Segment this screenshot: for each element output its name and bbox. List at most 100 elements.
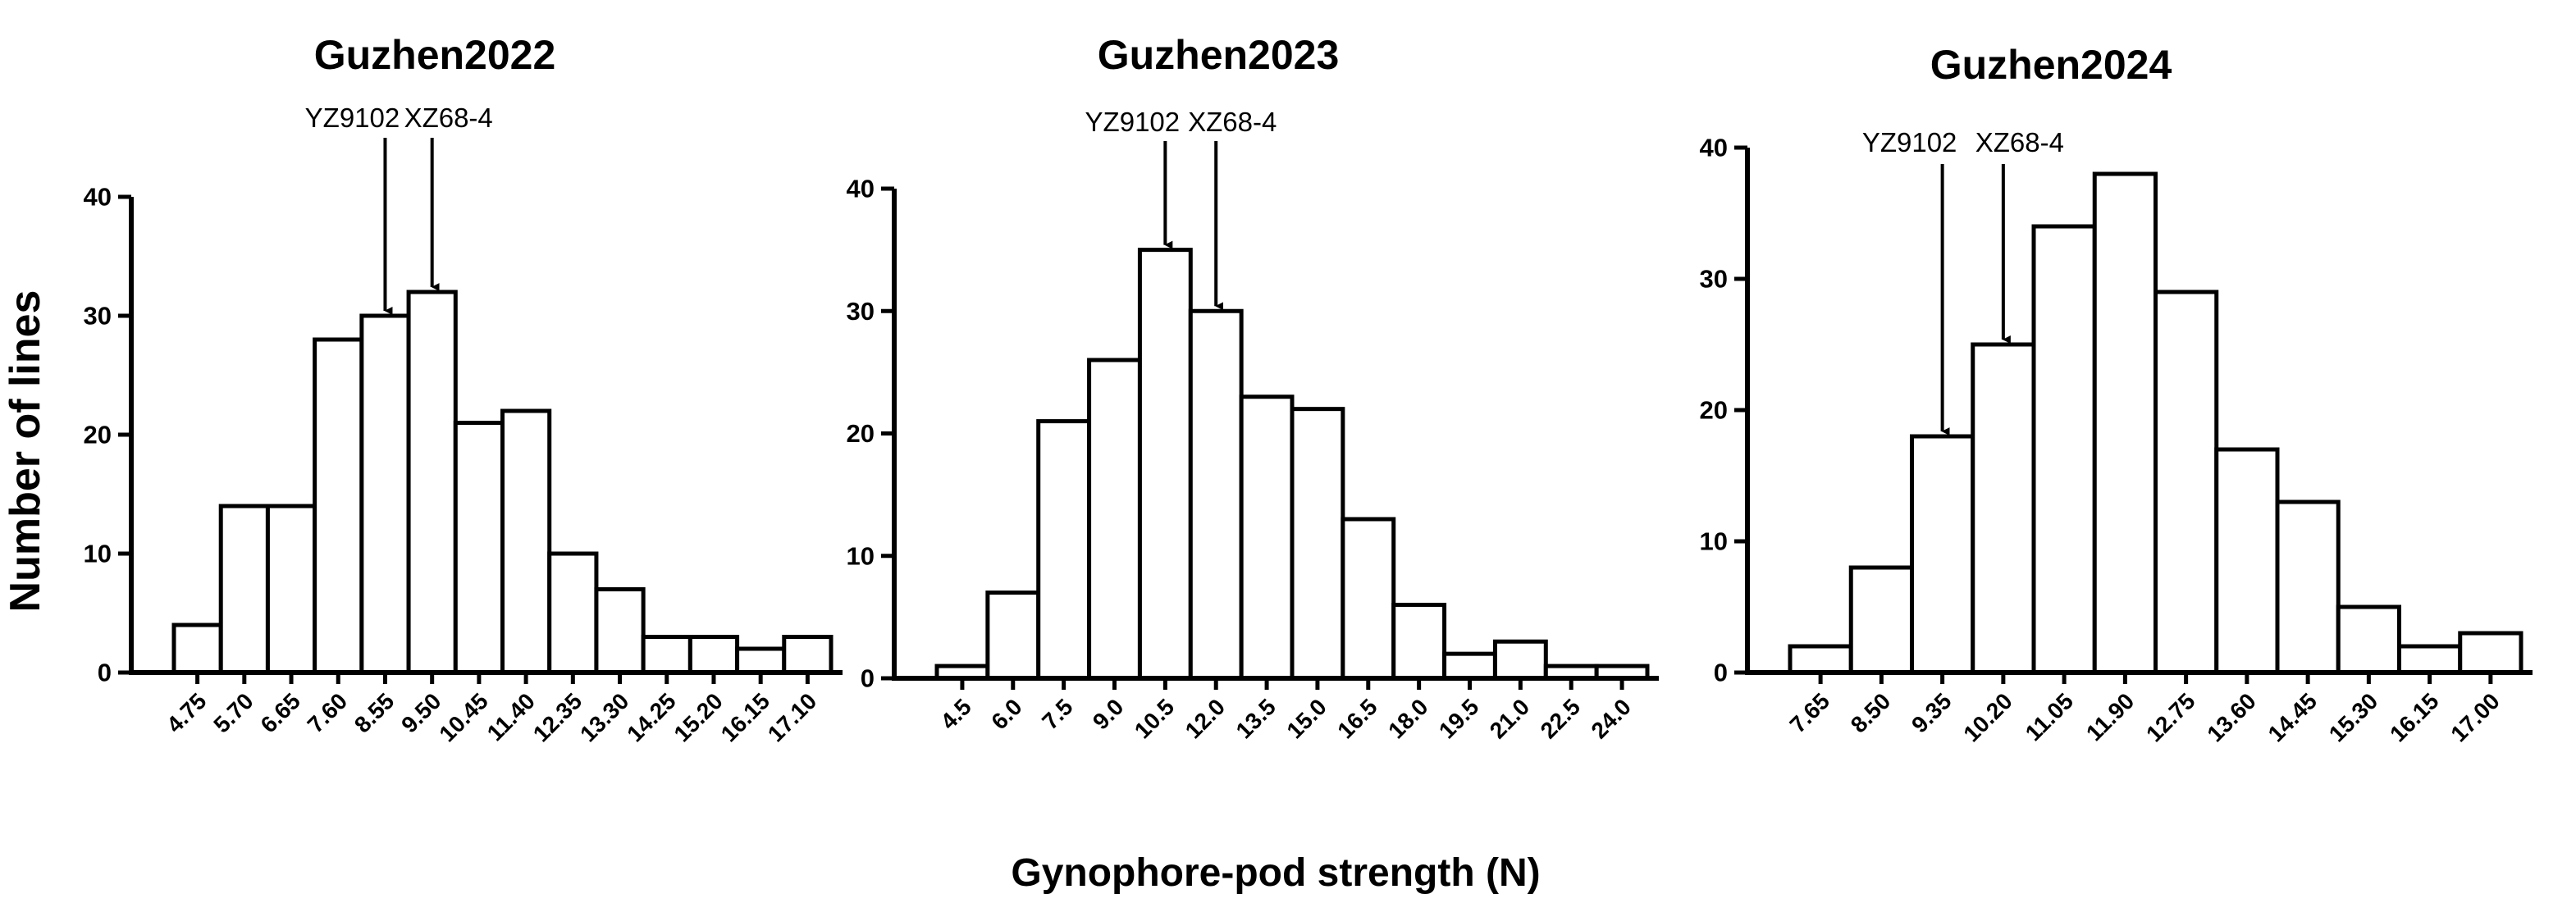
annotation-label: XZ68-4	[404, 103, 493, 133]
y-tick-label: 10	[84, 540, 112, 568]
bar	[1971, 342, 2036, 675]
bar	[2275, 499, 2341, 675]
x-tick-label: 19.5	[1434, 694, 1483, 743]
y-axis-label: Number of lines	[2, 290, 49, 613]
x-tick-label: 22.5	[1536, 694, 1585, 743]
panel-3: Guzhen2024 0 10 20 30 40 7.65 8.50 9.35 10.20 11.0…	[1700, 42, 2533, 747]
bar	[406, 290, 458, 675]
x-tick-label: 12.0	[1181, 694, 1230, 743]
y-tick-label: 40	[847, 175, 875, 203]
bar	[985, 591, 1041, 681]
x-tick-label: 5.70	[208, 688, 258, 737]
y-tick-label: 30	[84, 302, 112, 331]
bar	[2031, 224, 2097, 675]
bar	[265, 504, 317, 675]
x-tick-label: 17.00	[2446, 688, 2504, 746]
chart-title: Guzhen2022	[314, 32, 556, 78]
bar	[1391, 602, 1447, 681]
bar	[687, 635, 740, 675]
bar	[1442, 651, 1497, 681]
bar	[2214, 447, 2280, 675]
x-tick-label: 21.0	[1485, 694, 1534, 743]
panel-1: Guzhen20220102030404.755.706.657.608.559…	[84, 32, 843, 747]
x-tick-label: 16.15	[716, 688, 774, 746]
x-tick-label: 17.10	[763, 688, 821, 746]
annotation-label: XZ68-4	[1188, 107, 1277, 137]
y-tick-label: 30	[847, 297, 875, 326]
x-tick-label: 9.35	[1907, 688, 1956, 737]
chart-title: Guzhen2024	[1930, 42, 2172, 88]
x-tick-label: 15.30	[2324, 688, 2382, 746]
bar	[1188, 308, 1244, 681]
x-tick-label: 12.35	[528, 688, 587, 746]
bar	[218, 504, 270, 675]
x-tick-label: 8.55	[349, 688, 399, 737]
annotation-label: YZ9102	[1862, 127, 1957, 157]
annotation-label: YZ9102	[1085, 107, 1181, 137]
x-tick-label: 13.30	[575, 688, 633, 746]
x-tick-label: 13.5	[1231, 694, 1281, 743]
bar	[313, 337, 364, 675]
annotation-label: XZ68-4	[1975, 127, 2064, 157]
bar	[453, 421, 505, 675]
x-tick-label: 7.60	[303, 688, 352, 737]
x-tick-label: 4.5	[935, 694, 975, 734]
y-tick-label: 10	[1700, 527, 1728, 556]
x-tick-label: 6.65	[256, 688, 305, 737]
x-tick-label: 11.40	[482, 688, 540, 746]
x-tick-label: 16.5	[1332, 694, 1382, 743]
bar	[641, 635, 692, 675]
y-tick-label: 10	[847, 541, 875, 570]
bar	[1848, 565, 1914, 675]
annotation-label: YZ9102	[305, 103, 400, 133]
x-tick-label: 16.15	[2385, 688, 2443, 746]
bar	[2154, 290, 2219, 675]
bar	[1036, 419, 1092, 681]
x-tick-label: 6.0	[986, 694, 1026, 734]
bar	[1137, 248, 1193, 681]
x-tick-label: 9.0	[1088, 694, 1128, 734]
x-tick-label: 12.75	[2141, 688, 2199, 746]
bar	[2458, 631, 2523, 675]
bar	[500, 408, 552, 675]
chart-title: Guzhen2023	[1098, 32, 1340, 78]
bar	[1239, 394, 1295, 681]
y-tick-label: 0	[98, 659, 112, 687]
x-tick-label: 24.0	[1587, 694, 1636, 743]
y-tick-label: 30	[1700, 265, 1728, 294]
y-tick-label: 20	[847, 419, 875, 448]
bar	[2336, 604, 2401, 675]
bar	[2092, 171, 2158, 675]
x-axis-label: Gynophore-pod strength (N)	[1011, 851, 1540, 895]
x-tick-label: 11.05	[2021, 688, 2078, 746]
y-tick-label: 40	[1700, 134, 1728, 162]
bar	[547, 551, 599, 675]
x-tick-label: 10.20	[1958, 688, 2016, 746]
bar	[2397, 644, 2463, 675]
bar	[171, 623, 223, 675]
x-tick-label: 14.25	[622, 688, 680, 746]
y-tick-label: 20	[84, 421, 112, 449]
bar	[359, 313, 411, 675]
bar	[1788, 644, 1853, 675]
y-tick-label: 0	[861, 664, 875, 693]
bar	[1290, 407, 1345, 681]
x-tick-label: 11.90	[2081, 688, 2139, 746]
bar	[1910, 434, 1975, 675]
x-tick-label: 18.0	[1383, 694, 1432, 743]
x-tick-label: 14.45	[2263, 688, 2322, 746]
y-tick-label: 20	[1700, 396, 1728, 425]
x-tick-label: 7.65	[1785, 688, 1834, 737]
y-tick-label: 40	[84, 183, 112, 212]
bar	[1492, 639, 1548, 681]
bar	[782, 635, 834, 675]
bar	[594, 587, 646, 675]
x-tick-label: 10.5	[1130, 694, 1179, 743]
x-tick-label: 15.20	[669, 688, 727, 746]
x-tick-label: 15.0	[1281, 694, 1331, 743]
x-tick-label: 10.45	[434, 688, 492, 746]
bar	[1341, 517, 1396, 681]
bar	[735, 646, 787, 675]
